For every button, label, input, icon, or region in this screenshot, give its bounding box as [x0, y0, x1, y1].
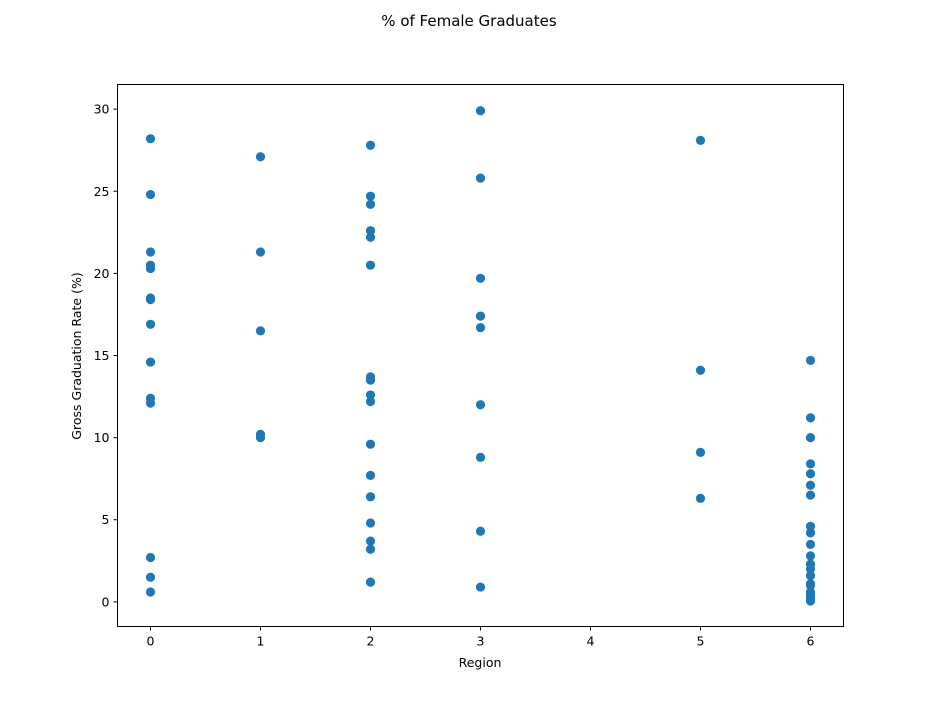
data-point	[475, 106, 486, 116]
y-tick-label: 0	[102, 594, 110, 609]
data-point	[145, 398, 156, 408]
y-tick-label: 15	[94, 348, 110, 363]
data-point	[805, 521, 816, 531]
data-point	[475, 452, 486, 462]
data-point	[805, 564, 816, 574]
x-axis: 0 1 2 3 4 5 6	[147, 626, 815, 649]
data-point	[365, 191, 376, 201]
x-tick-label: 1	[257, 634, 265, 649]
data-point	[145, 247, 156, 257]
data-point	[805, 596, 816, 606]
data-point	[805, 480, 816, 490]
y-tick-label: 10	[94, 430, 110, 445]
data-point	[365, 544, 376, 554]
y-axis-label: Gross Graduation Rate (%)	[69, 272, 84, 439]
data-point	[365, 492, 376, 502]
x-tick-label: 2	[367, 634, 375, 649]
data-point	[695, 365, 706, 375]
data-point	[145, 263, 156, 274]
data-point	[145, 357, 156, 367]
x-tick-label: 5	[697, 634, 705, 649]
data-point	[365, 199, 376, 209]
data-point	[145, 189, 156, 200]
data-point	[805, 469, 816, 479]
data-point	[145, 295, 156, 305]
data-point	[365, 232, 376, 242]
data-point	[365, 390, 376, 400]
x-tick-label: 3	[477, 634, 485, 649]
data-point	[145, 552, 156, 563]
data-point	[365, 439, 376, 449]
data-point	[805, 570, 816, 581]
data-point	[255, 247, 266, 257]
data-point	[475, 173, 486, 183]
chart-title: % of Female Graduates	[381, 12, 557, 30]
x-tick-label: 6	[807, 634, 815, 649]
data-point	[365, 396, 376, 407]
data-point	[695, 447, 706, 458]
data-point	[805, 528, 816, 538]
data-point	[805, 580, 816, 591]
data-point	[365, 536, 376, 546]
data-point	[805, 551, 816, 561]
data-point	[695, 135, 706, 145]
data-point	[805, 433, 816, 443]
plot-frame	[117, 84, 844, 627]
x-tick-label: 4	[587, 634, 595, 649]
data-point	[145, 319, 156, 329]
data-point	[805, 539, 816, 549]
y-axis: 0 5 10 15 20 25 30	[94, 102, 118, 609]
data-point	[145, 572, 156, 582]
data-point	[475, 322, 486, 333]
data-point	[805, 413, 816, 423]
data-point	[365, 470, 376, 480]
data-point	[255, 433, 266, 443]
data-point	[805, 490, 816, 500]
data-point	[695, 493, 706, 503]
data-point	[255, 152, 266, 162]
data-point	[145, 134, 156, 144]
data-point	[365, 140, 376, 150]
data-point	[475, 582, 486, 592]
data-point	[475, 400, 486, 410]
data-point	[475, 526, 486, 536]
data-point	[365, 226, 376, 236]
data-point	[365, 518, 376, 528]
data-point	[365, 260, 376, 270]
x-tick-label: 0	[147, 634, 155, 649]
data-point	[365, 375, 376, 385]
data-point	[805, 459, 816, 469]
data-point	[255, 326, 266, 336]
y-tick-label: 5	[102, 512, 110, 527]
y-tick-label: 30	[94, 102, 110, 117]
data-points	[145, 106, 816, 606]
data-point	[365, 577, 376, 587]
data-point	[475, 311, 486, 321]
y-tick-label: 20	[94, 266, 110, 281]
data-point	[145, 587, 156, 597]
x-axis-label: Region	[459, 655, 502, 670]
data-point	[475, 273, 486, 283]
data-point	[805, 355, 816, 366]
y-tick-label: 25	[94, 184, 110, 199]
